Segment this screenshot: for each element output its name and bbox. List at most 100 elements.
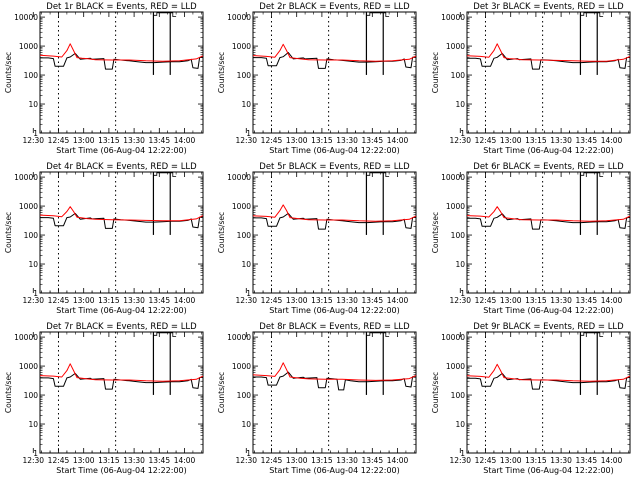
y-tick-label: 10000 <box>14 13 38 22</box>
x-tick-label: 13:00 <box>286 456 308 465</box>
x-tick-label: 13:15 <box>311 456 333 465</box>
y-tick-label: 10 <box>28 100 38 109</box>
x-tick-label: 13:00 <box>286 296 308 305</box>
series-lld-line <box>252 204 417 222</box>
x-tick-label: 14:00 <box>601 136 623 145</box>
x-tick-label: 13:45 <box>361 296 383 305</box>
plot-frame <box>39 331 204 454</box>
top-step-marker <box>153 12 177 17</box>
top-step-marker <box>366 12 390 17</box>
y-tick-label: 100 <box>237 391 252 400</box>
chart-panel: Det 2r BLACK = Events, RED = LLD 1 10 100 10… <box>217 2 417 155</box>
y-tick-label: 10000 <box>441 333 465 342</box>
x-tick-label: 13:45 <box>575 296 597 305</box>
x-tick-label: 13:45 <box>361 456 383 465</box>
y-tick-label: 1000 <box>19 362 38 371</box>
y-tick-label: 1000 <box>19 42 38 51</box>
x-tick-label: 13:30 <box>336 456 358 465</box>
top-step-marker <box>580 332 604 337</box>
series-lld-line <box>39 363 204 382</box>
chart-title: Det 2r BLACK = Events, RED = LLD <box>259 2 410 12</box>
y-tick-label: 10 <box>241 260 251 269</box>
y-tick-label: 100 <box>451 391 466 400</box>
y-tick-label: 10000 <box>227 333 251 342</box>
x-tick-label: 14:00 <box>387 136 409 145</box>
x-tick-label: 13:00 <box>73 136 95 145</box>
chart-title: Det 9r BLACK = Events, RED = LLD <box>473 322 624 332</box>
series-lld-line <box>466 43 631 62</box>
x-tick-label: 13:45 <box>361 136 383 145</box>
top-step-marker <box>580 12 604 17</box>
x-tick-label: 12:45 <box>475 456 497 465</box>
y-tick-label: 1000 <box>232 362 251 371</box>
x-tick-label: 13:15 <box>525 456 547 465</box>
x-tick-label: 13:15 <box>98 136 120 145</box>
y-tick-label: 10 <box>28 420 38 429</box>
x-tick-label: 13:30 <box>550 136 572 145</box>
plot-frame <box>466 11 631 134</box>
chart-panel: Det 4r BLACK = Events, RED = LLD 1 10 100 10… <box>4 162 204 315</box>
x-tick-label: 12:30 <box>235 296 257 305</box>
chart-panel: Det 7r BLACK = Events, RED = LLD 1 10 100 10… <box>4 322 204 475</box>
x-tick-label: 13:15 <box>525 136 547 145</box>
y-tick-label: 10000 <box>441 13 465 22</box>
x-tick-label: 13:00 <box>73 296 95 305</box>
y-axis-label: Counts/sec <box>431 372 440 413</box>
y-tick-label: 100 <box>24 71 39 80</box>
plot-frame <box>466 331 631 454</box>
y-axis-label: Counts/sec <box>431 212 440 253</box>
x-axis-label: Start Time (06-Aug-04 12:22:00) <box>269 146 400 155</box>
x-tick-label: 13:15 <box>311 136 333 145</box>
y-tick-label: 1 <box>246 289 251 298</box>
x-tick-label: 13:00 <box>286 136 308 145</box>
plot-frame <box>39 11 204 134</box>
y-tick-label: 1 <box>33 129 38 138</box>
y-axis-label: Counts/sec <box>4 372 13 413</box>
plot-frame <box>252 331 417 454</box>
x-tick-label: 13:00 <box>500 296 522 305</box>
x-tick-label: 14:00 <box>601 456 623 465</box>
y-tick-label: 1 <box>246 129 251 138</box>
y-axis-label: Counts/sec <box>217 372 226 413</box>
y-tick-label: 100 <box>237 231 252 240</box>
x-axis-label: Start Time (06-Aug-04 12:22:00) <box>56 306 187 315</box>
series-lld-line <box>466 363 631 382</box>
y-tick-label: 100 <box>237 71 252 80</box>
x-tick-label: 12:45 <box>48 296 70 305</box>
y-tick-label: 10000 <box>441 173 465 182</box>
y-tick-label: 100 <box>451 71 466 80</box>
x-tick-label: 13:15 <box>311 296 333 305</box>
y-tick-label: 1 <box>460 449 465 458</box>
x-tick-label: 12:30 <box>449 296 471 305</box>
chart-title: Det 1r BLACK = Events, RED = LLD <box>46 2 197 12</box>
chart-panel: Det 1r BLACK = Events, RED = LLD 1 10 100 10… <box>4 2 204 155</box>
chart-panel: Det 5r BLACK = Events, RED = LLD 1 10 100 10… <box>217 162 417 315</box>
x-tick-label: 13:30 <box>336 296 358 305</box>
x-tick-label: 12:45 <box>48 136 70 145</box>
series-events-line <box>40 52 204 70</box>
series-lld-line <box>252 43 417 62</box>
y-tick-label: 10 <box>455 260 465 269</box>
x-tick-label: 13:15 <box>98 296 120 305</box>
series-lld-line <box>466 206 631 222</box>
x-tick-label: 13:30 <box>123 456 145 465</box>
x-tick-label: 13:30 <box>336 136 358 145</box>
series-lld-line <box>39 206 204 222</box>
x-tick-label: 12:30 <box>22 456 44 465</box>
x-tick-label: 13:30 <box>550 296 572 305</box>
y-axis-label: Counts/sec <box>4 52 13 93</box>
x-tick-label: 12:30 <box>449 456 471 465</box>
x-tick-label: 13:45 <box>575 136 597 145</box>
x-axis-label: Start Time (06-Aug-04 12:22:00) <box>56 146 187 155</box>
x-tick-label: 13:45 <box>575 456 597 465</box>
series-events-line <box>467 213 631 230</box>
y-tick-label: 1000 <box>446 202 465 211</box>
y-tick-label: 1000 <box>232 202 251 211</box>
y-tick-label: 1 <box>33 289 38 298</box>
x-tick-label: 12:30 <box>22 296 44 305</box>
y-tick-label: 1000 <box>446 362 465 371</box>
x-tick-label: 13:30 <box>550 456 572 465</box>
y-tick-label: 100 <box>24 391 39 400</box>
chart-title: Det 3r BLACK = Events, RED = LLD <box>473 2 624 12</box>
top-step-marker <box>366 332 390 337</box>
